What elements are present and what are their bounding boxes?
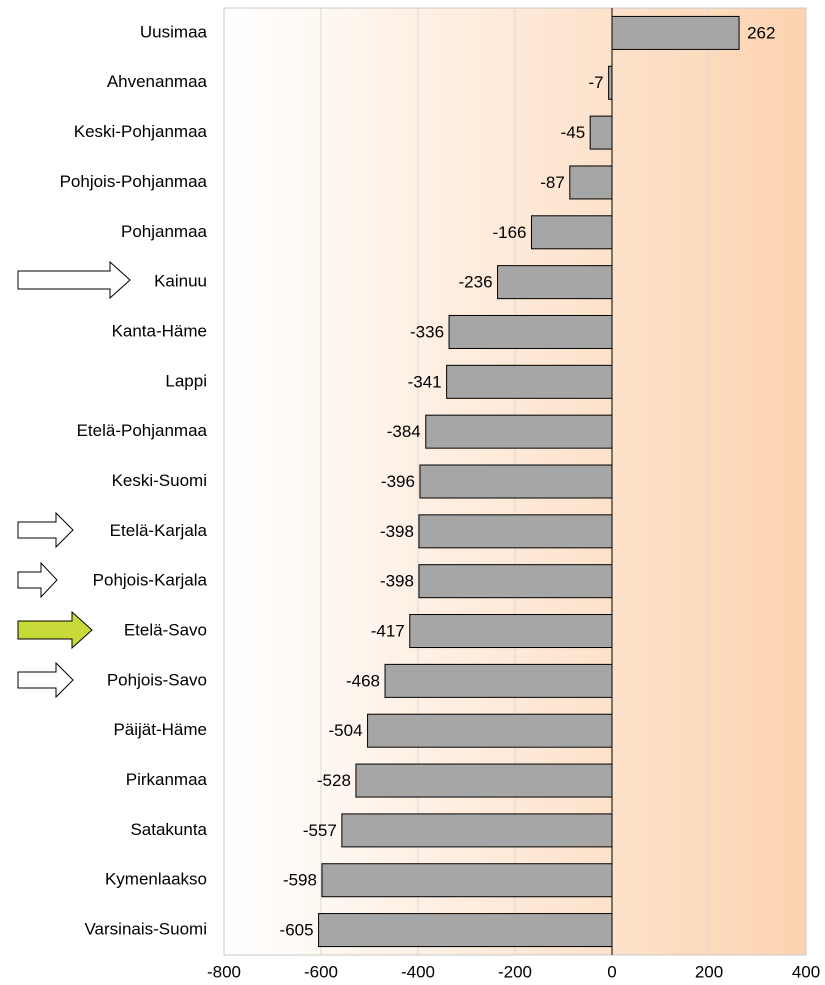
bar xyxy=(321,863,613,898)
x-tick-label: 200 xyxy=(695,962,723,981)
bar xyxy=(418,514,613,549)
data-label: -45 xyxy=(561,123,586,142)
y-tick-label: Satakunta xyxy=(130,820,207,839)
data-label: -396 xyxy=(381,472,415,491)
x-tick-label: -200 xyxy=(498,962,532,981)
data-label: -166 xyxy=(492,223,526,242)
y-tick-label: Pohjois-Savo xyxy=(107,670,207,689)
y-tick-label: Etelä-Pohjanmaa xyxy=(77,421,208,440)
bar xyxy=(497,265,613,300)
y-tick-label: Pohjois-Karjala xyxy=(93,571,208,590)
data-label: -417 xyxy=(371,622,405,641)
y-tick-label: Pirkanmaa xyxy=(126,770,208,789)
x-tick-label: 0 xyxy=(607,962,616,981)
data-label: -87 xyxy=(540,173,565,192)
bar xyxy=(569,165,613,200)
bar xyxy=(409,614,613,649)
bar xyxy=(608,65,613,100)
bar xyxy=(418,564,613,599)
arrow xyxy=(17,511,74,549)
y-tick-label: Pohjois-Pohjanmaa xyxy=(60,172,208,191)
bar xyxy=(318,913,613,948)
x-tick-label: -400 xyxy=(401,962,435,981)
y-tick-label: Kanta-Häme xyxy=(112,321,207,340)
y-tick-label: Lappi xyxy=(165,371,207,390)
y-tick-label: Kymenlaakso xyxy=(105,870,207,889)
bar xyxy=(448,314,613,349)
y-tick-label: Uusimaa xyxy=(140,22,208,41)
bar xyxy=(425,414,613,449)
bar xyxy=(341,813,613,848)
data-label: -236 xyxy=(459,273,493,292)
data-label: -336 xyxy=(410,322,444,341)
bar xyxy=(611,15,740,50)
data-label: 262 xyxy=(747,23,775,42)
data-label: -468 xyxy=(346,671,380,690)
bar xyxy=(355,763,613,798)
data-label: -341 xyxy=(408,372,442,391)
x-tick-label: -600 xyxy=(304,962,338,981)
y-tick-label: Ahvenanmaa xyxy=(107,72,208,91)
arrow xyxy=(17,610,93,650)
bar xyxy=(367,713,613,748)
x-tick-label: 400 xyxy=(792,962,820,981)
data-label: -398 xyxy=(380,572,414,591)
bar xyxy=(446,364,613,399)
y-tick-label: Varsinais-Suomi xyxy=(84,920,207,939)
data-label: -384 xyxy=(387,422,421,441)
data-label: -528 xyxy=(317,771,351,790)
arrow xyxy=(17,561,58,599)
y-tick-label: Etelä-Karjala xyxy=(110,521,208,540)
y-tick-label: Kainuu xyxy=(154,272,207,291)
y-tick-label: Keski-Pohjanmaa xyxy=(74,122,208,141)
data-label: -398 xyxy=(380,522,414,541)
y-tick-label: Keski-Suomi xyxy=(112,471,207,490)
data-label: -504 xyxy=(329,721,363,740)
y-tick-label: Päijät-Häme xyxy=(113,720,207,739)
bar xyxy=(530,215,613,250)
bar xyxy=(384,663,613,698)
y-tick-label: Etelä-Savo xyxy=(124,621,207,640)
x-tick-label: -800 xyxy=(207,962,241,981)
bar xyxy=(419,464,613,499)
arrow xyxy=(17,661,74,699)
data-label: -557 xyxy=(303,821,337,840)
y-tick-label: Pohjanmaa xyxy=(121,222,208,241)
data-label: -7 xyxy=(588,73,603,92)
arrow xyxy=(17,260,131,300)
bar xyxy=(589,115,613,150)
data-label: -605 xyxy=(280,921,314,940)
data-label: -598 xyxy=(283,871,317,890)
